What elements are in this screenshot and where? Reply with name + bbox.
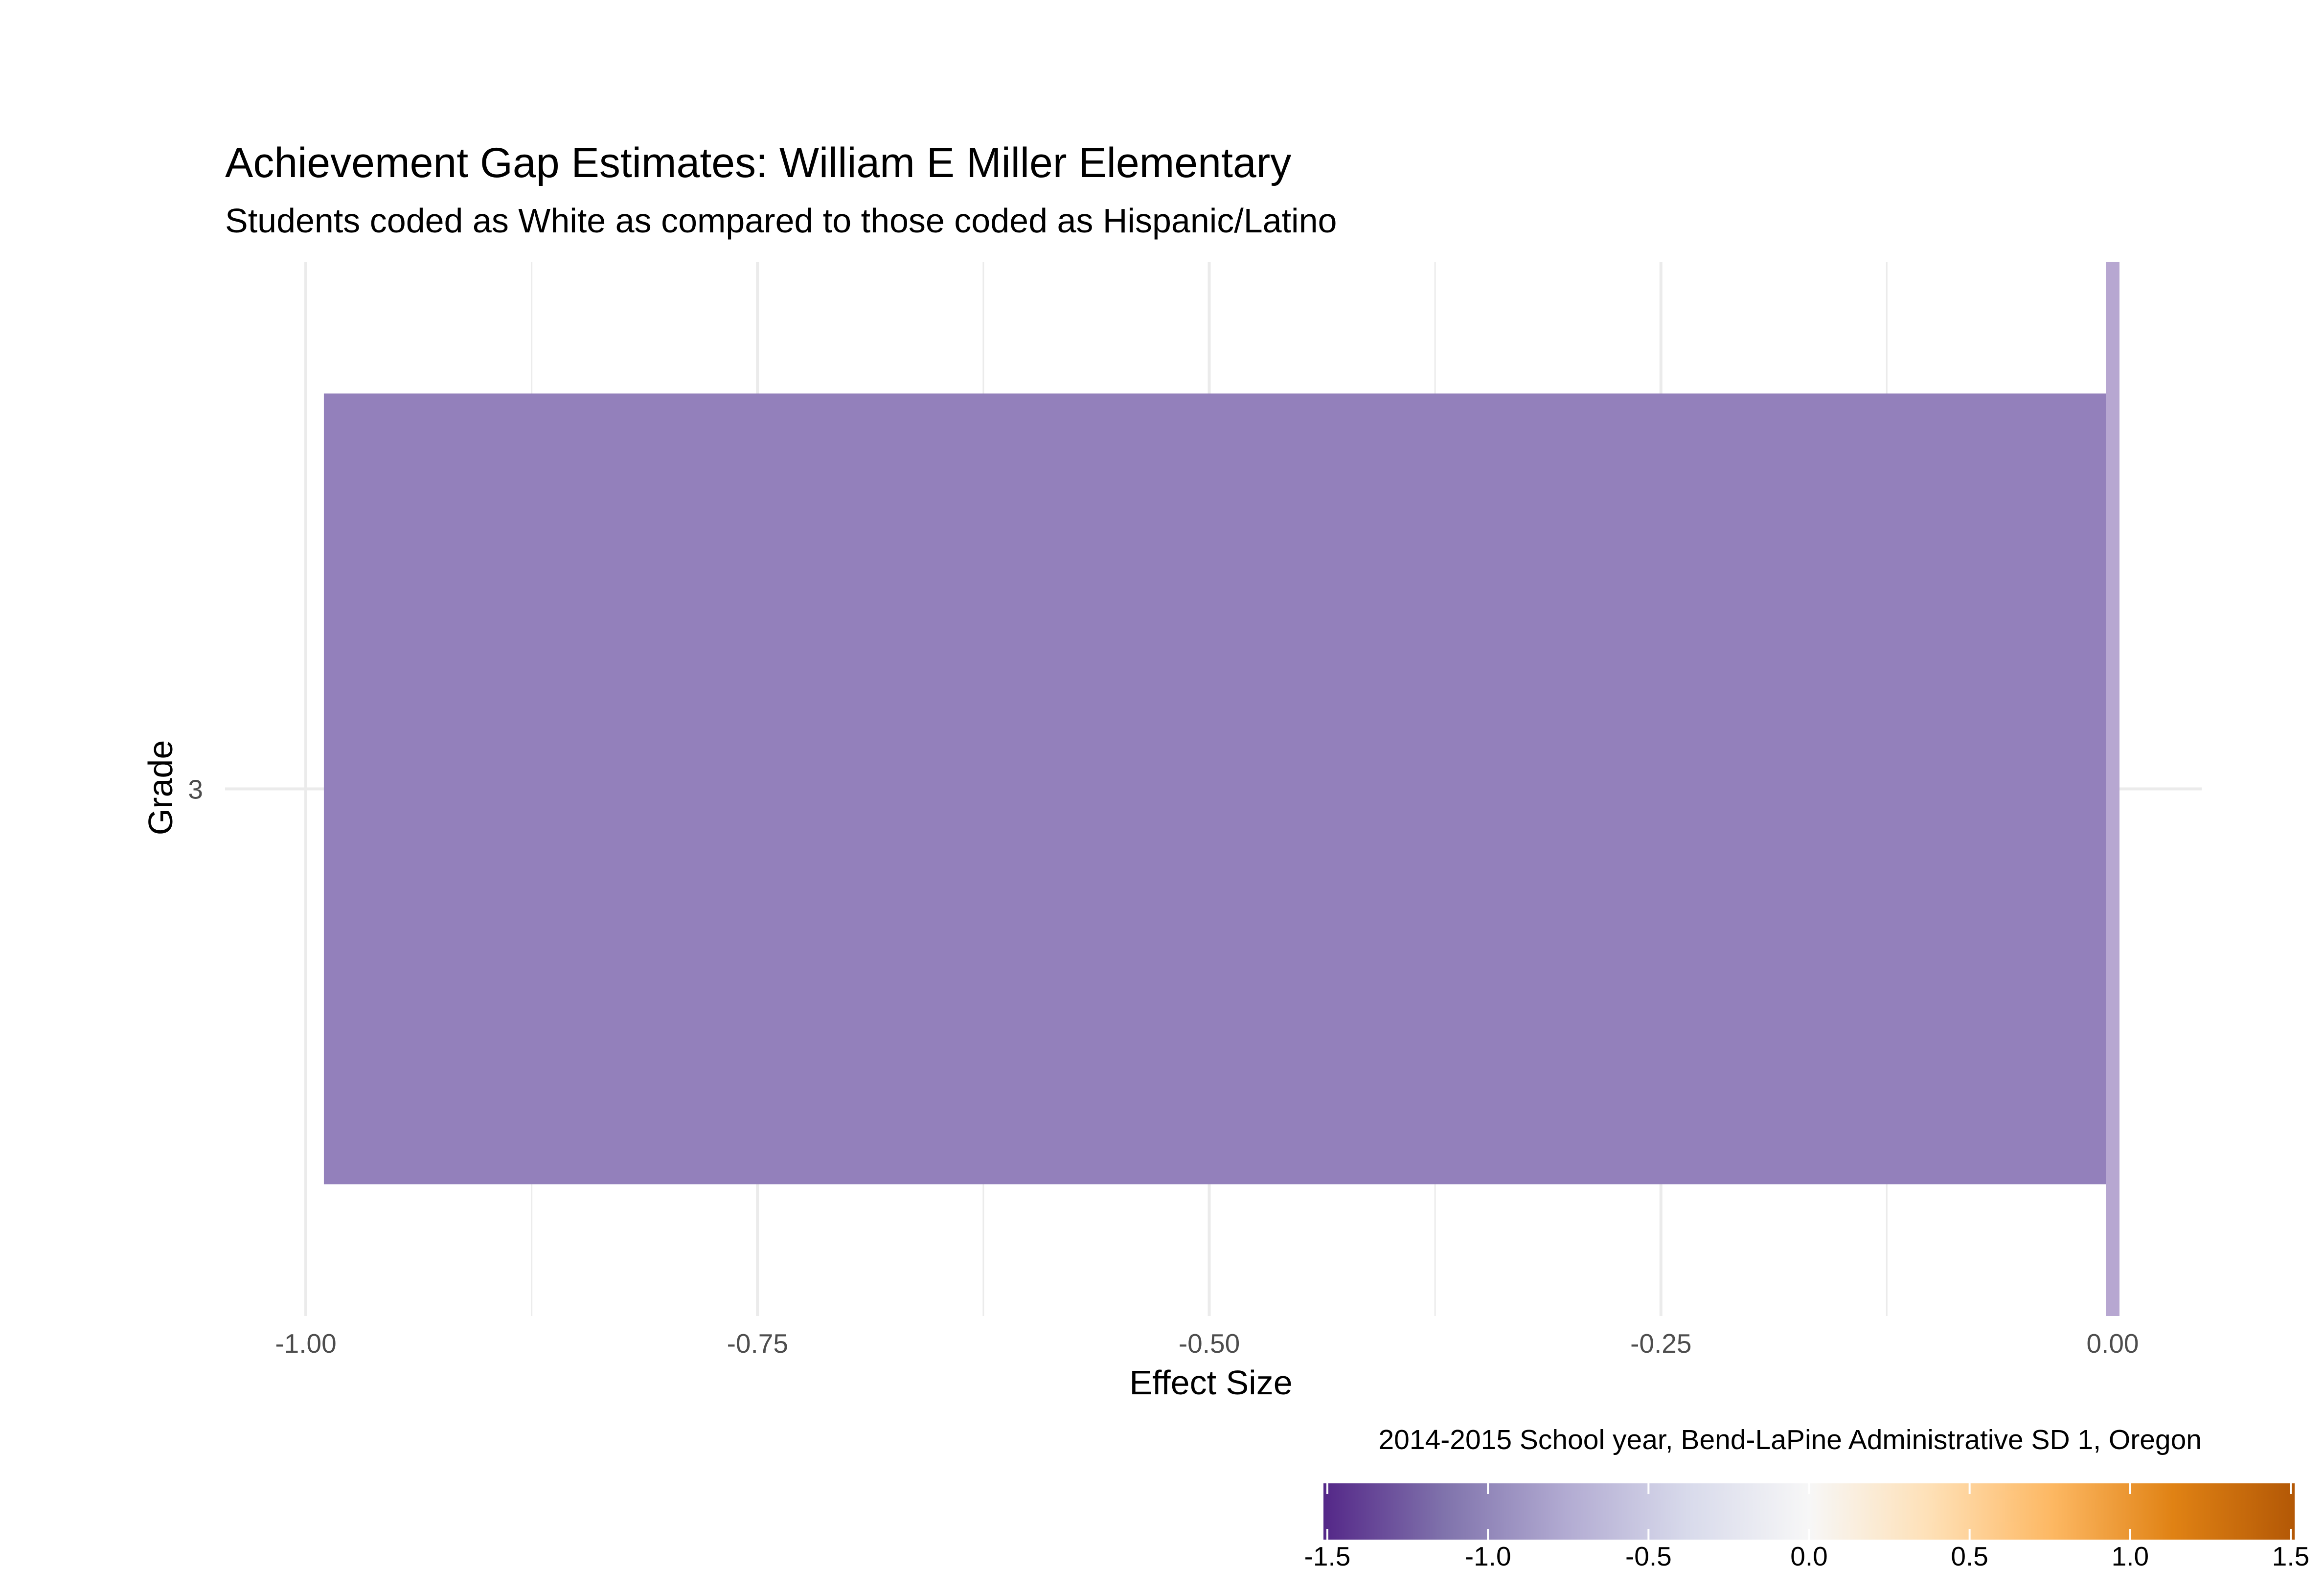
- y-axis-ticks: 3: [188, 774, 203, 805]
- x-tick-label: -0.25: [1630, 1328, 1691, 1359]
- x-tick-label: -1.00: [275, 1328, 336, 1359]
- colorbar-tick-label: -1.5: [1304, 1541, 1351, 1571]
- y-tick-label: 3: [188, 774, 203, 805]
- bars: [323, 393, 2113, 1184]
- y-axis-label: Grade: [141, 740, 180, 836]
- color-legend: -1.5 -1.0 -0.5 0.0 0.5 1.0 1.5: [1304, 1483, 2309, 1571]
- x-tick-label: -0.75: [727, 1328, 788, 1359]
- colorbar-tick-label: -1.0: [1465, 1541, 1511, 1571]
- colorbar-tick-label: 1.0: [2112, 1541, 2149, 1571]
- colorbar-tick-label: 0.5: [1951, 1541, 1988, 1571]
- x-tick-label: 0.00: [2086, 1328, 2139, 1359]
- bar-grade-3: [323, 393, 2113, 1184]
- colorbar-tick-label: -0.5: [1625, 1541, 1672, 1571]
- chart-subtitle: Students coded as White as compared to t…: [225, 202, 1337, 240]
- chart-caption: 2014-2015 School year, Bend-LaPine Admin…: [1378, 1424, 2202, 1455]
- colorbar-tick-label: 1.5: [2272, 1541, 2309, 1571]
- chart-title: Achievement Gap Estimates: William E Mil…: [225, 139, 1291, 186]
- x-axis-label: Effect Size: [1129, 1363, 1292, 1402]
- x-axis-ticks: -1.00 -0.75 -0.50 -0.25 0.00: [275, 1328, 2139, 1359]
- colorbar-tick-label: 0.0: [1790, 1541, 1827, 1571]
- x-tick-label: -0.50: [1179, 1328, 1240, 1359]
